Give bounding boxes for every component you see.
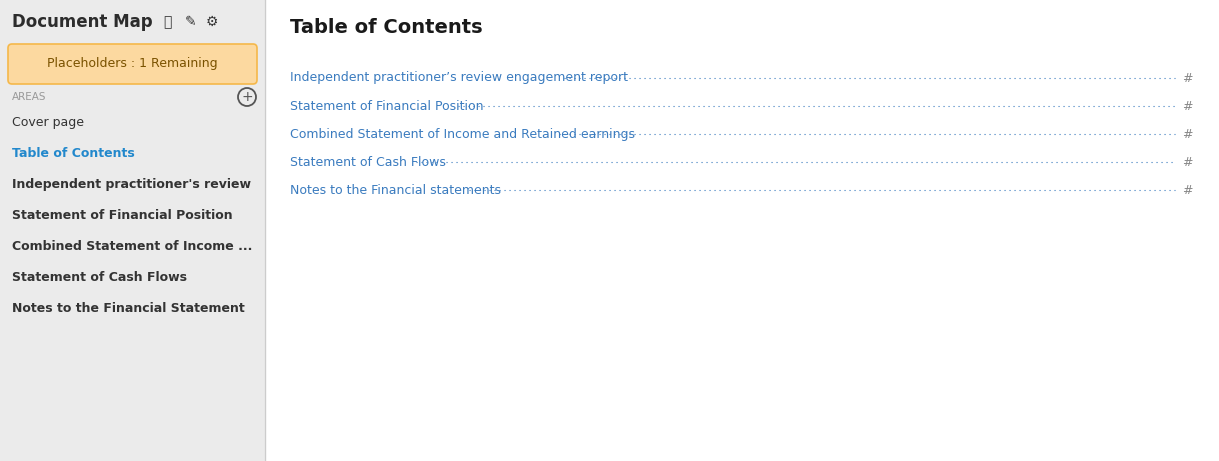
Bar	[265, 0, 1219, 461]
Text: #: #	[1182, 100, 1193, 112]
Text: Table of Contents: Table of Contents	[290, 18, 483, 37]
Text: Table of Contents: Table of Contents	[12, 147, 135, 160]
Text: #: #	[1182, 183, 1193, 196]
Text: Independent practitioner’s review engagement report: Independent practitioner’s review engage…	[290, 71, 628, 84]
Text: Notes to the Financial statements: Notes to the Financial statements	[290, 183, 501, 196]
Text: Statement of Financial Position: Statement of Financial Position	[12, 208, 233, 221]
Bar	[0, 0, 265, 461]
FancyBboxPatch shape	[9, 44, 257, 84]
Text: Independent practitioner's review: Independent practitioner's review	[12, 177, 251, 190]
Text: Statement of Cash Flows: Statement of Cash Flows	[12, 271, 187, 284]
Text: ⚙: ⚙	[206, 15, 218, 29]
Text: #: #	[1182, 128, 1193, 141]
Text: #: #	[1182, 155, 1193, 169]
Text: Combined Statement of Income ...: Combined Statement of Income ...	[12, 240, 252, 253]
Text: Statement of Financial Position: Statement of Financial Position	[290, 100, 484, 112]
Text: #: #	[1182, 71, 1193, 84]
Text: +: +	[241, 90, 252, 104]
Text: Cover page: Cover page	[12, 116, 84, 129]
Text: ✎: ✎	[185, 15, 196, 29]
Text: Combined Statement of Income and Retained earnings: Combined Statement of Income and Retaine…	[290, 128, 635, 141]
Text: Document Map: Document Map	[12, 13, 152, 31]
Text: ⎙: ⎙	[163, 15, 172, 29]
Text: Placeholders : 1 Remaining: Placeholders : 1 Remaining	[48, 58, 218, 71]
Text: AREAS: AREAS	[12, 92, 46, 102]
Text: Notes to the Financial Statement: Notes to the Financial Statement	[12, 301, 245, 314]
Text: Statement of Cash Flows: Statement of Cash Flows	[290, 155, 446, 169]
